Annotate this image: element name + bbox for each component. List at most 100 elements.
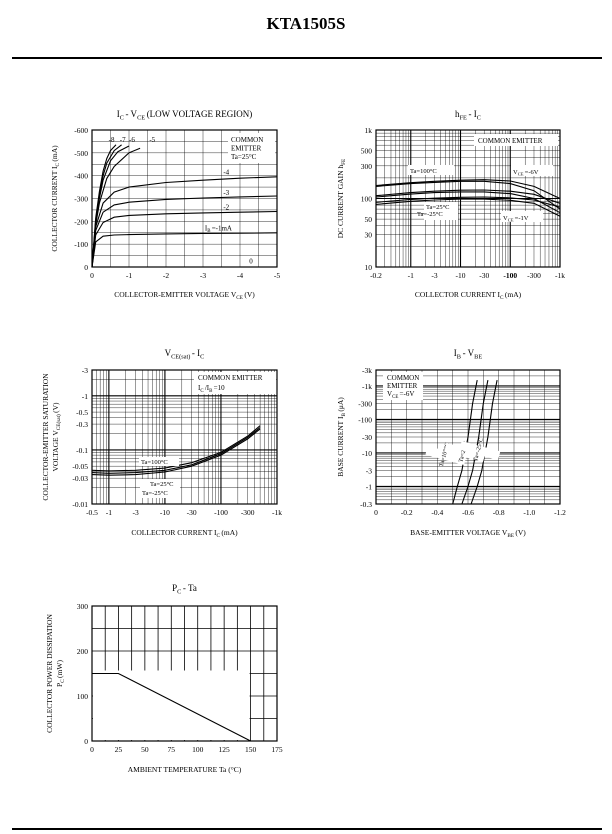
series-label: -3 xyxy=(223,189,229,197)
y-tick-label: -300 xyxy=(74,195,88,204)
chart-title: VCE(sat) - IC xyxy=(165,348,205,360)
x-tick-label: -0.2 xyxy=(401,508,413,517)
label-bg xyxy=(424,202,458,220)
x-axis-label: COLLECTOR CURRENT IC (mA) xyxy=(131,528,238,539)
x-tick-label: 0 xyxy=(90,271,94,280)
series-line xyxy=(91,427,261,474)
chart-title: IC - VCE (LOW VOLTAGE REGION) xyxy=(117,109,253,121)
legend-bg xyxy=(474,134,558,146)
legend-bg xyxy=(383,372,423,400)
y-tick-label: -1 xyxy=(366,482,372,491)
page-title: KTA1505S xyxy=(266,14,346,33)
label-bg xyxy=(139,457,179,466)
x-tick-label: 75 xyxy=(168,745,176,754)
series-line xyxy=(375,189,561,204)
y-tick-label: -0.1 xyxy=(76,446,88,455)
x-tick-label: -300 xyxy=(527,271,541,280)
series-line xyxy=(92,672,251,742)
x-tick-label: -100 xyxy=(214,508,228,517)
series-line xyxy=(375,198,561,217)
y-tick-label: -1 xyxy=(82,392,88,401)
series-line xyxy=(91,144,117,268)
series-line xyxy=(91,428,261,476)
legend-text: EMITTER xyxy=(231,145,262,153)
series-line xyxy=(91,210,278,268)
y-tick-label: 10 xyxy=(365,263,373,272)
y-tick-label: -500 xyxy=(74,149,88,158)
series-label: Ta=100°C xyxy=(410,168,437,175)
y-tick-label: -600 xyxy=(74,126,88,135)
x-tick-label: 150 xyxy=(245,745,257,754)
x-tick-label: -100 xyxy=(503,271,517,280)
x-tick-label: 175 xyxy=(271,745,283,754)
y-tick-label: 500 xyxy=(361,147,373,156)
series-label: VCE =-6V xyxy=(513,169,539,177)
legend-bg xyxy=(228,133,275,163)
series-line xyxy=(91,176,278,268)
series-label: 0 xyxy=(249,258,253,266)
legend-text: EMITTER xyxy=(387,382,418,390)
x-tick-label: -1 xyxy=(126,271,132,280)
x-tick-label: 125 xyxy=(219,745,231,754)
y-tick-label: -0.01 xyxy=(72,500,88,509)
series-label: IB =-1mA xyxy=(205,224,232,234)
x-tick-label: -10 xyxy=(160,508,170,517)
series-line xyxy=(91,147,141,268)
label-bg xyxy=(425,445,467,466)
y-tick-label: 100 xyxy=(77,692,89,701)
x-tick-label: -3 xyxy=(200,271,206,280)
label-bg xyxy=(459,440,501,461)
x-tick-label: -3 xyxy=(132,508,138,517)
chart-hfe-ic: -0.2 -1 -3 -10 -30 -100 -300 -1k 10 30 50 100 300 500… xyxy=(336,109,565,301)
legend-text: Ta=25°C xyxy=(231,153,257,161)
y-tick-label: -30 xyxy=(362,433,372,442)
series-label: Ta=25°C xyxy=(426,204,450,211)
chart-pc-ta: 0 25 50 75 100 125 150 175 0 100 200 300 PC - Ta AMBI… xyxy=(45,583,283,774)
y-tick-label: -300 xyxy=(358,400,372,409)
x-tick-label: -30 xyxy=(479,271,489,280)
y-tick-label: -400 xyxy=(74,172,88,181)
y-tick-label: 0 xyxy=(84,737,88,746)
legend-text: IC /IB =10 xyxy=(198,384,225,394)
legend-text: VCE =-6V xyxy=(387,390,414,400)
series-line xyxy=(375,180,561,210)
x-tick-label: -1k xyxy=(272,508,282,517)
series-label: -8 xyxy=(109,136,115,144)
legend-text: COMMON EMITTER xyxy=(478,137,543,145)
y-tick-label: -10 xyxy=(362,449,372,458)
y-tick-label: -0.3 xyxy=(360,500,372,509)
top-rule xyxy=(12,57,602,59)
x-tick-label: -30 xyxy=(187,508,197,517)
label-bg xyxy=(511,165,553,176)
chart-title: hFE - IC xyxy=(455,109,481,121)
y-tick-label: -200 xyxy=(74,217,88,226)
chart-ib-vbe: 0 -0.2 -0.4 -0.6 -0.8 -1.0 -1.2 -0.3 -1 -3 -10 -30 -… xyxy=(336,348,566,539)
x-tick-label: -1 xyxy=(106,508,112,517)
series-label: -7 xyxy=(120,136,126,144)
series-label: Ta=-25°C xyxy=(142,490,168,497)
y-axis-label: VOLTAGE VCE(sat) (V) xyxy=(51,402,62,472)
y-tick-label: -0.03 xyxy=(72,474,88,483)
y-tick-label: 1k xyxy=(365,126,373,135)
y-tick-label: -100 xyxy=(358,415,372,424)
chart-vcesat-ic: -0.5 -1 -3 -10 -30 -100 -300 -1k -0.01 -0.03 -0.05… xyxy=(41,348,282,539)
x-axis-label: COLLECTOR-EMITTER VOLTAGE VCE (V) xyxy=(114,290,255,301)
y-tick-label: -3k xyxy=(362,366,372,375)
bottom-rule xyxy=(12,828,602,830)
y-tick-label: 300 xyxy=(77,602,89,611)
y-axis-label: COLLECTOR-EMITTER SATURATION xyxy=(41,373,50,501)
x-tick-label: -0.6 xyxy=(462,508,474,517)
y-tick-label: 200 xyxy=(77,647,89,656)
y-axis-label: COLLECTOR CURRENT IC (mA) xyxy=(50,145,61,252)
x-axis-label: AMBIENT TEMPERATURE Ta (°C) xyxy=(128,765,242,774)
x-tick-label: -1 xyxy=(408,271,414,280)
y-axis-label: PC (mW) xyxy=(55,660,66,687)
y-tick-label: 0 xyxy=(84,263,88,272)
x-tick-label: 50 xyxy=(141,745,149,754)
x-tick-label: -1.2 xyxy=(554,508,566,517)
label-bg xyxy=(444,442,486,463)
y-tick-label: -3 xyxy=(82,366,88,375)
series-line xyxy=(91,232,278,268)
series-line xyxy=(375,196,561,208)
